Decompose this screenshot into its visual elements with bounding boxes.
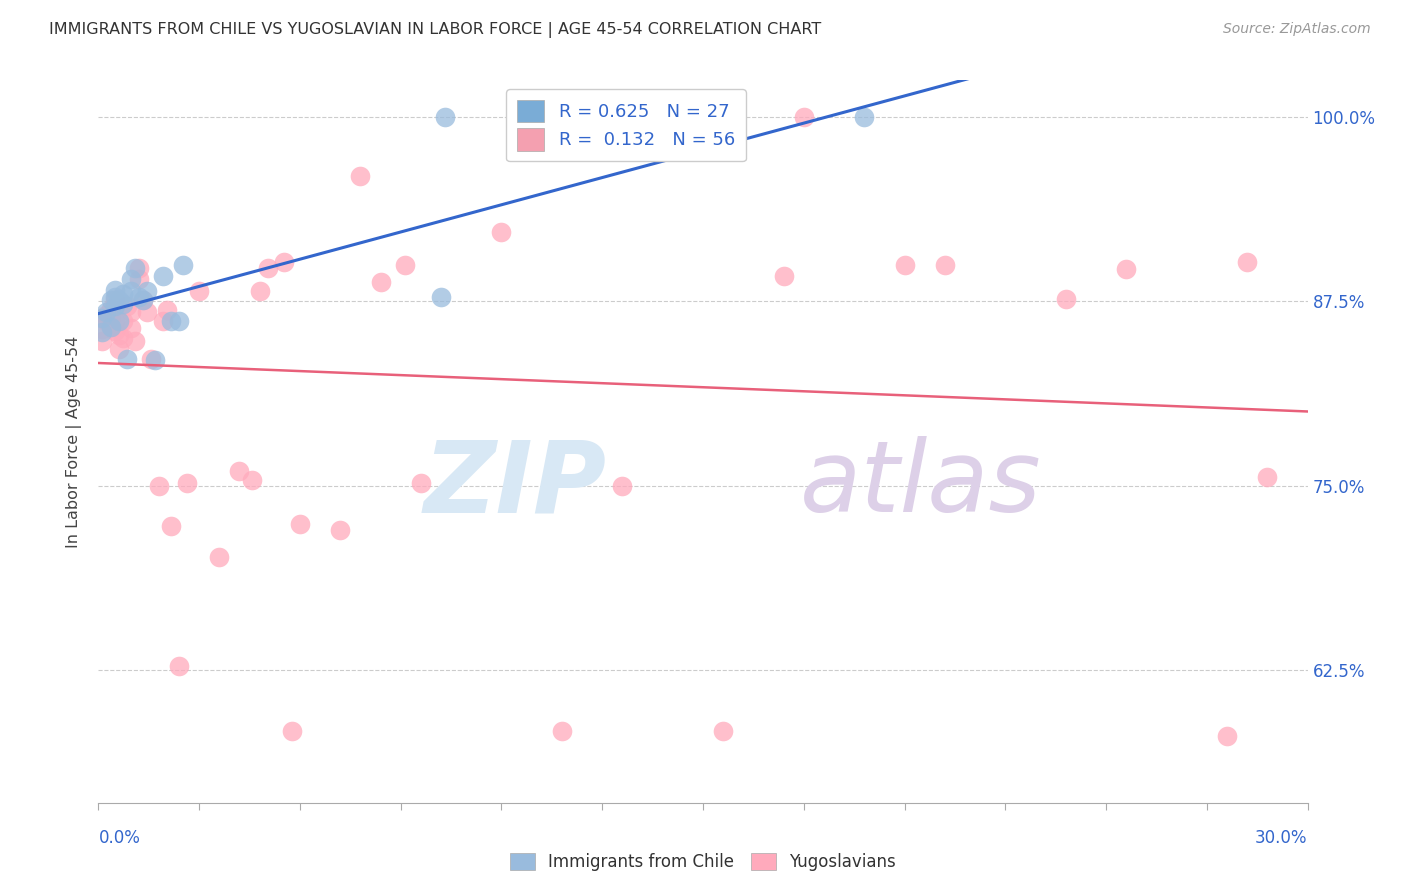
Point: [103, 290, 125, 304]
Point: [1256, 470, 1278, 484]
Point: [853, 110, 876, 124]
Point: [1216, 730, 1239, 744]
Point: [103, 324, 125, 338]
Point: [256, 260, 278, 275]
Point: [96, 313, 118, 327]
Point: [103, 299, 125, 313]
Point: [111, 313, 134, 327]
Point: [111, 297, 134, 311]
Point: [128, 290, 150, 304]
Point: [167, 658, 190, 673]
Point: [96, 305, 118, 319]
Point: [1054, 292, 1077, 306]
Point: [349, 169, 371, 183]
Point: [273, 254, 295, 268]
Point: [115, 351, 138, 366]
Point: [100, 319, 122, 334]
Point: [107, 328, 129, 343]
Y-axis label: In Labor Force | Age 45-54: In Labor Force | Age 45-54: [66, 335, 83, 548]
Point: [152, 269, 174, 284]
Point: [329, 523, 352, 537]
Point: [120, 284, 142, 298]
Point: [156, 303, 179, 318]
Point: [208, 549, 231, 564]
Point: [120, 321, 142, 335]
Point: [111, 287, 134, 301]
Point: [115, 299, 138, 313]
Point: [120, 272, 142, 286]
Point: [1236, 254, 1258, 268]
Point: [120, 305, 142, 319]
Point: [249, 284, 271, 298]
Point: [188, 284, 211, 298]
Point: [124, 334, 146, 349]
Point: [281, 723, 304, 738]
Text: IMMIGRANTS FROM CHILE VS YUGOSLAVIAN IN LABOR FORCE | AGE 45-54 CORRELATION CHAR: IMMIGRANTS FROM CHILE VS YUGOSLAVIAN IN …: [49, 22, 821, 38]
Point: [288, 517, 311, 532]
Point: [148, 479, 170, 493]
Point: [107, 293, 129, 307]
Text: Source: ZipAtlas.com: Source: ZipAtlas.com: [1223, 22, 1371, 37]
Point: [103, 293, 125, 307]
Point: [430, 290, 453, 304]
Point: [711, 723, 734, 738]
Point: [100, 293, 122, 307]
Legend: Immigrants from Chile, Yugoslavians: Immigrants from Chile, Yugoslavians: [502, 845, 904, 880]
Point: [103, 313, 125, 327]
Text: atlas: atlas: [800, 436, 1042, 533]
Point: [100, 301, 122, 316]
Point: [228, 464, 250, 478]
Point: [100, 310, 122, 325]
Point: [434, 110, 457, 124]
Text: 30.0%: 30.0%: [1256, 830, 1308, 847]
Point: [135, 305, 157, 319]
Point: [934, 258, 956, 272]
Point: [240, 473, 263, 487]
Legend: R = 0.625   N = 27, R =  0.132   N = 56: R = 0.625 N = 27, R = 0.132 N = 56: [506, 89, 747, 161]
Point: [1115, 262, 1137, 277]
Point: [96, 308, 118, 322]
Point: [103, 283, 125, 297]
Point: [176, 475, 198, 490]
Point: [132, 293, 155, 307]
Point: [107, 342, 129, 356]
Point: [143, 353, 166, 368]
Point: [167, 313, 190, 327]
Point: [491, 225, 513, 239]
Point: [370, 275, 392, 289]
Point: [394, 258, 416, 272]
Point: [160, 518, 183, 533]
Point: [139, 351, 162, 366]
Point: [172, 258, 194, 272]
Point: [128, 272, 150, 286]
Point: [152, 313, 174, 327]
Point: [107, 313, 129, 327]
Text: 0.0%: 0.0%: [98, 830, 141, 847]
Text: ZIP: ZIP: [423, 436, 606, 533]
Point: [409, 475, 432, 490]
Point: [91, 326, 114, 340]
Point: [772, 269, 794, 284]
Point: [893, 258, 915, 272]
Point: [551, 723, 574, 738]
Point: [91, 310, 114, 325]
Point: [91, 322, 114, 336]
Point: [612, 479, 634, 493]
Point: [91, 334, 114, 349]
Point: [135, 284, 157, 298]
Point: [111, 331, 134, 345]
Point: [128, 260, 150, 275]
Point: [124, 260, 146, 275]
Point: [132, 293, 155, 307]
Point: [793, 110, 815, 124]
Point: [100, 319, 122, 334]
Point: [160, 313, 183, 327]
